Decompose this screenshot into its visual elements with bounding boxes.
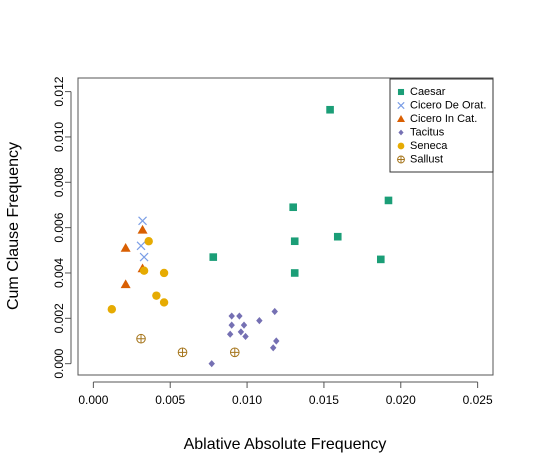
seneca-point: [159, 268, 169, 278]
y-tick-label: 0.000: [52, 348, 66, 378]
caesar-point: [326, 105, 334, 114]
caesar-point: [290, 269, 299, 277]
caesar-point: [289, 203, 297, 212]
caesar-point: [376, 255, 385, 264]
tacitus-point: [208, 360, 215, 368]
legend-label-cicero-de-orat: Cicero De Orat.: [410, 100, 486, 112]
x-axis-title: Ablative Absolute Frequency: [184, 436, 387, 453]
cicero-in-cat-point: [137, 224, 148, 234]
legend-box: [389, 78, 494, 173]
seneca-point: [159, 298, 169, 307]
legend-label-caesar: Caesar: [410, 86, 446, 98]
y-tick-label: 0.010: [52, 122, 66, 152]
tacitus-point: [271, 307, 278, 316]
legend-label-tacitus: Tacitus: [410, 127, 445, 139]
cicero-in-cat-point: [120, 279, 131, 289]
tacitus-point: [237, 328, 245, 336]
legend-marker-seneca: [397, 142, 405, 150]
caesar-point: [384, 196, 393, 205]
y-tick-label: 0.006: [52, 212, 66, 242]
y-tick-label: 0.008: [52, 167, 66, 197]
tacitus-point: [228, 321, 235, 329]
x-axis: 0.000 0.005 0.010 0.015 0.020 0.025: [78, 381, 493, 407]
x-tick-label: 0.025: [463, 393, 493, 407]
cicero-de-orat-point: [138, 216, 147, 226]
y-tick-label: 0.002: [52, 303, 66, 333]
caesar-point: [290, 237, 299, 246]
legend-marker-caesar: [397, 88, 405, 96]
x-tick-label: 0.010: [232, 393, 262, 407]
seneca-point: [139, 266, 149, 275]
seneca-point: [144, 237, 153, 246]
legend-marker-cicero-in-cat: [397, 115, 405, 122]
sallust-point: [178, 348, 187, 357]
legend-marker-sallust: [397, 156, 405, 163]
legend-label-seneca: Seneca: [410, 140, 448, 152]
legend: Caesar Cicero De Orat.Cicero In Cat. Tacit…: [389, 78, 494, 173]
x-tick-label: 0.020: [386, 393, 416, 407]
tacitus-point: [242, 332, 249, 341]
legend-label-cicero-in-cat: Cicero In Cat.: [410, 113, 477, 125]
y-tick-label: 0.012: [52, 76, 66, 106]
legend-marker-tacitus: [398, 129, 404, 136]
tacitus-point: [226, 330, 234, 338]
x-tick-label: 0.015: [309, 393, 339, 407]
tacitus-point: [240, 321, 248, 329]
x-tick-label: 0.005: [155, 393, 185, 407]
tacitus-point: [228, 312, 235, 320]
y-tick-label: 0.004: [52, 258, 66, 288]
cicero-de-orat-point: [139, 252, 149, 262]
legend-label-sallust: Sallust: [410, 154, 443, 166]
tacitus-point: [256, 316, 263, 325]
tacitus-point: [270, 344, 277, 352]
sallust-point: [230, 348, 240, 357]
seneca-point: [107, 305, 117, 314]
cicero-in-cat-point: [120, 243, 131, 252]
seneca-point: [152, 291, 161, 300]
data-points: [107, 105, 393, 368]
y-axis: 0.000 0.002 0.004 0.006 0.008 0.010 0.012: [52, 76, 72, 379]
y-axis-title: Cum Clause Frequency: [5, 142, 22, 310]
tacitus-point: [273, 337, 280, 345]
tacitus-point: [236, 312, 243, 320]
caesar-point: [333, 232, 342, 241]
caesar-point: [209, 253, 218, 261]
sallust-point: [136, 334, 146, 344]
cicero-de-orat-point: [136, 241, 146, 251]
plot-frame: [77, 77, 494, 376]
legend-marker-cicero-de-orat: [397, 101, 405, 110]
x-tick-label: 0.000: [78, 393, 108, 407]
